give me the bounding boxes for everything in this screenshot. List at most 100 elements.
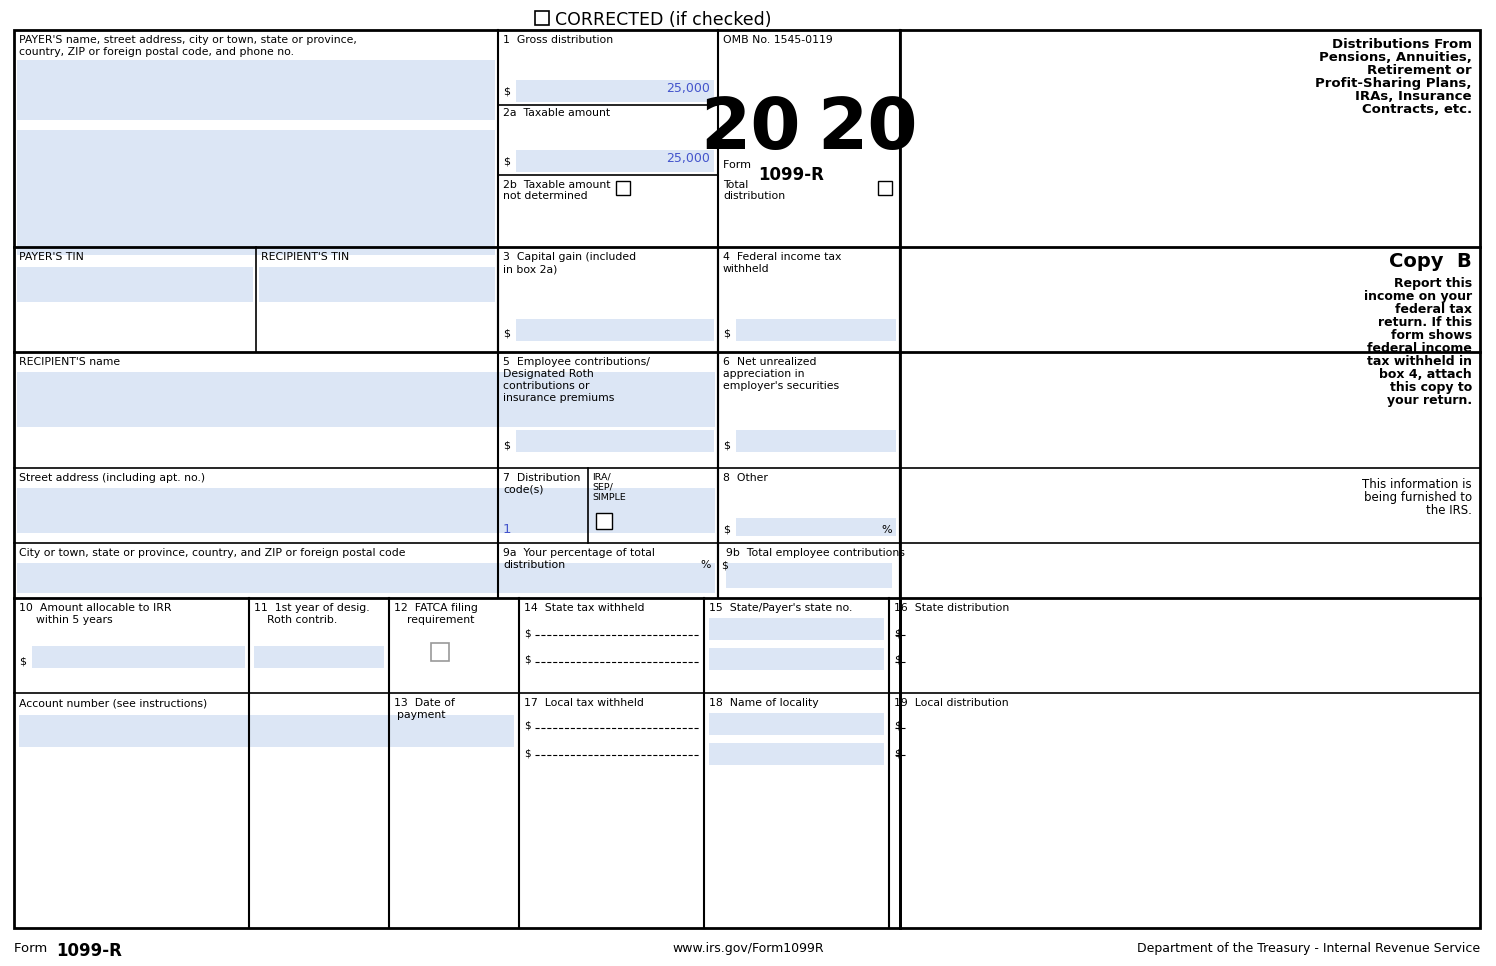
Text: $: $ [723, 329, 730, 339]
Text: Account number (see instructions): Account number (see instructions) [19, 698, 208, 708]
Text: being furnished to: being furnished to [1364, 491, 1472, 504]
Text: PAYER'S TIN: PAYER'S TIN [19, 252, 84, 262]
Text: 14  State tax withheld: 14 State tax withheld [524, 603, 645, 613]
Text: 1099-R: 1099-R [758, 166, 824, 184]
Bar [19, 715, 515, 747]
Bar [709, 743, 884, 765]
Bar [16, 563, 715, 593]
Text: box 4, attach: box 4, attach [1379, 368, 1472, 381]
Text: 2a  Taxable amount: 2a Taxable amount [503, 108, 610, 118]
Text: $: $ [895, 628, 901, 638]
Text: www.irs.gov/Form1099R: www.irs.gov/Form1099R [672, 942, 824, 955]
Text: Profit-Sharing Plans,: Profit-Sharing Plans, [1315, 77, 1472, 90]
Bar [16, 488, 715, 533]
Bar [16, 372, 715, 427]
Text: 25,000: 25,000 [666, 152, 711, 165]
Bar [516, 80, 714, 102]
Text: $: $ [524, 655, 531, 665]
Text: distribution: distribution [723, 191, 785, 201]
Text: RECIPIENT'S name: RECIPIENT'S name [19, 357, 120, 367]
Text: 11  1st year of desig.: 11 1st year of desig. [254, 603, 370, 613]
Bar [536, 11, 549, 25]
Bar [254, 646, 384, 668]
Text: employer's securities: employer's securities [723, 381, 839, 391]
Text: $: $ [723, 525, 730, 535]
Bar [709, 618, 884, 640]
Text: Designated Roth: Designated Roth [503, 369, 594, 379]
Text: $: $ [19, 656, 25, 666]
Text: $: $ [723, 440, 730, 450]
Bar [709, 648, 884, 670]
Text: $: $ [503, 157, 510, 167]
Text: %: % [700, 560, 711, 570]
Text: federal tax: federal tax [1394, 303, 1472, 316]
Text: not determined: not determined [503, 191, 588, 201]
Bar [16, 267, 253, 302]
Bar [259, 267, 495, 302]
Text: $: $ [895, 655, 901, 665]
Text: SEP/: SEP/ [592, 483, 613, 492]
Text: 10  Amount allocable to IRR: 10 Amount allocable to IRR [19, 603, 172, 613]
Bar [726, 563, 892, 588]
Text: payment: payment [396, 710, 446, 720]
Text: Report this: Report this [1394, 277, 1472, 290]
Text: 12  FATCA filing: 12 FATCA filing [393, 603, 477, 613]
Text: Distributions From: Distributions From [1331, 38, 1472, 51]
Text: requirement: requirement [407, 615, 474, 625]
Text: SIMPLE: SIMPLE [592, 493, 625, 502]
Text: $: $ [524, 628, 531, 638]
Text: 3  Capital gain (included: 3 Capital gain (included [503, 252, 636, 262]
Text: OMB No. 1545-0119: OMB No. 1545-0119 [723, 35, 833, 45]
Bar [516, 150, 714, 172]
Text: 19  Local distribution: 19 Local distribution [895, 698, 1008, 708]
Text: $: $ [524, 721, 531, 731]
Text: Contracts, etc.: Contracts, etc. [1361, 103, 1472, 116]
Text: Total: Total [723, 180, 748, 190]
Text: 1  Gross distribution: 1 Gross distribution [503, 35, 613, 45]
Text: City or town, state or province, country, and ZIP or foreign postal code: City or town, state or province, country… [19, 548, 405, 558]
Text: 9a  Your percentage of total: 9a Your percentage of total [503, 548, 655, 558]
Text: $: $ [524, 748, 531, 758]
Bar [736, 518, 896, 536]
Text: Roth contrib.: Roth contrib. [266, 615, 337, 625]
Text: contributions or: contributions or [503, 381, 589, 391]
Text: $: $ [721, 560, 729, 570]
Text: 20: 20 [700, 96, 800, 164]
Text: IRAs, Insurance: IRAs, Insurance [1355, 90, 1472, 103]
Text: federal income: federal income [1367, 342, 1472, 355]
Text: Form: Form [13, 942, 55, 955]
Text: form shows: form shows [1391, 329, 1472, 342]
Text: return. If this: return. If this [1378, 316, 1472, 329]
Text: country, ZIP or foreign postal code, and phone no.: country, ZIP or foreign postal code, and… [19, 47, 295, 57]
Text: appreciation in: appreciation in [723, 369, 805, 379]
Text: Copy  B: Copy B [1390, 252, 1472, 271]
Text: 6  Net unrealized: 6 Net unrealized [723, 357, 817, 367]
Text: 8  Other: 8 Other [723, 473, 767, 483]
Text: tax withheld in: tax withheld in [1367, 355, 1472, 368]
Text: $: $ [503, 440, 510, 450]
Text: Department of the Treasury - Internal Revenue Service: Department of the Treasury - Internal Re… [1137, 942, 1480, 955]
Text: 20: 20 [817, 96, 917, 164]
Text: $: $ [895, 748, 901, 758]
Text: 5  Employee contributions/: 5 Employee contributions/ [503, 357, 649, 367]
Bar [709, 713, 884, 735]
Text: 13  Date of: 13 Date of [393, 698, 455, 708]
Text: %: % [881, 525, 892, 535]
Text: 17  Local tax withheld: 17 Local tax withheld [524, 698, 643, 708]
Text: 2b  Taxable amount: 2b Taxable amount [503, 180, 610, 190]
Bar [736, 430, 896, 452]
Text: $: $ [503, 87, 510, 97]
Text: $: $ [895, 721, 901, 731]
Text: CORRECTED (if checked): CORRECTED (if checked) [555, 11, 772, 29]
Text: 18  Name of locality: 18 Name of locality [709, 698, 818, 708]
Bar [516, 430, 714, 452]
Text: 1099-R: 1099-R [55, 942, 121, 960]
Text: Form: Form [723, 160, 758, 170]
Text: Retirement or: Retirement or [1367, 64, 1472, 77]
Bar [16, 60, 495, 120]
Text: code(s): code(s) [503, 485, 543, 495]
Text: $: $ [503, 329, 510, 339]
Text: distribution: distribution [503, 560, 565, 570]
Bar [16, 130, 495, 255]
Text: This information is: This information is [1363, 478, 1472, 491]
